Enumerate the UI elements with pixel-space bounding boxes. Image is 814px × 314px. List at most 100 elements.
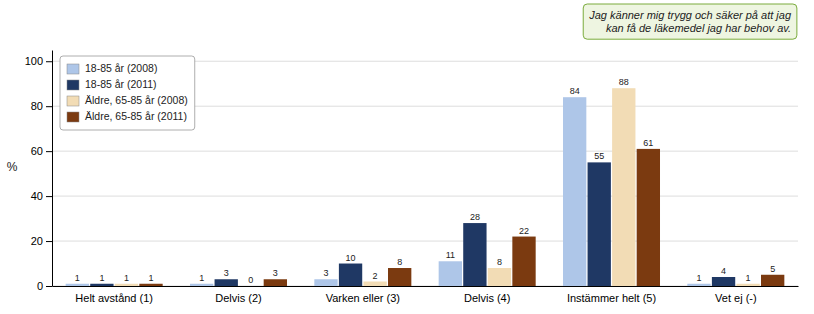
- grid-line: [52, 286, 798, 287]
- bar: [588, 162, 611, 286]
- data-label: 55: [594, 151, 604, 161]
- y-tick: 40: [31, 190, 52, 202]
- x-tick: Helt avstånd (1): [75, 292, 153, 304]
- grid-line: [52, 196, 798, 197]
- x-tick-label: Instämmer helt (5): [567, 292, 656, 304]
- y-axis: 0 20 40 60 80 100: [25, 51, 53, 293]
- bar-series: [115, 88, 760, 286]
- data-label: 61: [643, 138, 653, 148]
- y-tick-label: 20: [31, 235, 43, 247]
- x-tick-label: Vet ej (-): [715, 292, 757, 304]
- legend-swatch: [67, 64, 79, 74]
- y-tick-label: 100: [25, 55, 43, 67]
- y-tick-label: 60: [31, 145, 43, 157]
- legend-frame: [60, 56, 195, 130]
- annotation-line: kan få de läkemedel jag har behov av.: [606, 22, 791, 34]
- x-tick: Varken eller (3): [326, 292, 400, 304]
- legend-swatch: [67, 80, 79, 90]
- data-label: 4: [721, 266, 726, 276]
- bars: [66, 88, 785, 286]
- data-label: 8: [397, 257, 402, 267]
- bar: [463, 223, 486, 286]
- legend-swatch: [67, 96, 79, 106]
- bar: [736, 284, 759, 286]
- x-tick: Delvis (2): [215, 292, 261, 304]
- annotation-text: Jag känner mig trygg och säker på att ja…: [588, 9, 792, 34]
- chart: 1131184113102855410288811382261502040608…: [0, 0, 814, 314]
- annotation: Jag känner mig trygg och säker på att ja…: [583, 4, 797, 39]
- bar: [363, 282, 386, 286]
- legend-item: Äldre, 65-85 år (2011): [67, 110, 187, 122]
- bar: [687, 284, 710, 286]
- bar: [239, 286, 262, 287]
- bar: [712, 277, 735, 286]
- data-label: 1: [99, 273, 104, 283]
- bar: [115, 284, 138, 286]
- y-tick: 80: [31, 100, 52, 112]
- annotation-box: [583, 4, 797, 39]
- data-label: 5: [770, 264, 775, 274]
- legend-label: 18-85 år (2011): [85, 78, 157, 90]
- legend-swatch: [67, 112, 79, 122]
- bar: [512, 237, 535, 286]
- data-label: 1: [696, 273, 701, 283]
- y-tick: 60: [31, 145, 52, 157]
- x-tick-label: Varken eller (3): [326, 292, 400, 304]
- y-tick-label: 0: [37, 280, 43, 292]
- y-tick: 20: [31, 235, 52, 247]
- y-axis-title: %: [7, 160, 18, 174]
- y-axis-line: [52, 51, 53, 287]
- bar: [66, 284, 89, 286]
- data-label: 22: [519, 226, 529, 236]
- data-label: 1: [75, 273, 80, 283]
- y-tick-mark: [46, 241, 52, 242]
- y-tick: 100: [25, 55, 52, 67]
- bar: [439, 261, 462, 286]
- data-label: 84: [570, 86, 580, 96]
- data-label: 0: [248, 275, 253, 285]
- bar: [314, 279, 337, 286]
- x-tick: Vet ej (-): [715, 292, 757, 304]
- legend: 18-85 år (2008) 18-85 år (2011) Äldre, 65-…: [60, 56, 195, 130]
- data-label: 1: [199, 273, 204, 283]
- x-axis-line: [53, 286, 799, 287]
- data-label: 3: [323, 268, 328, 278]
- y-tick-mark: [46, 106, 52, 107]
- bar: [215, 279, 238, 286]
- y-tick-mark: [46, 196, 52, 197]
- y-tick-mark: [46, 151, 52, 152]
- y-tick-label: 40: [31, 190, 43, 202]
- bar: [612, 88, 635, 286]
- legend-item: 18-85 år (2011): [67, 78, 157, 90]
- grid-line: [52, 151, 798, 152]
- bar: [90, 284, 113, 286]
- data-label: 3: [224, 268, 229, 278]
- data-label: 1: [124, 273, 129, 283]
- y-tick-mark: [46, 286, 52, 287]
- grid-line: [52, 241, 798, 242]
- y-tick-mark: [46, 61, 52, 62]
- bar: [637, 149, 660, 286]
- y-tick: 0: [37, 280, 52, 292]
- legend-item: Äldre, 65-85 år (2008): [67, 94, 188, 106]
- bar: [388, 268, 411, 286]
- data-label: 2: [373, 271, 378, 281]
- data-label: 88: [619, 77, 629, 87]
- bar: [190, 284, 213, 286]
- x-tick: Delvis (4): [464, 292, 510, 304]
- x-tick-label: Delvis (2): [215, 292, 261, 304]
- bar: [339, 264, 362, 286]
- bar: [139, 284, 162, 286]
- legend-label: Äldre, 65-85 år (2011): [85, 110, 187, 122]
- x-tick: Instämmer helt (5): [567, 292, 656, 304]
- annotation-line: Jag känner mig trygg och säker på att ja…: [588, 9, 792, 21]
- bar: [264, 279, 287, 286]
- data-label: 1: [746, 273, 751, 283]
- data-label: 28: [470, 212, 480, 222]
- legend-label: 18-85 år (2008): [85, 62, 157, 74]
- y-tick-label: 80: [31, 100, 43, 112]
- data-label: 11: [446, 250, 455, 260]
- data-label: 3: [273, 268, 278, 278]
- grid: [52, 61, 798, 286]
- data-label: 8: [497, 257, 502, 267]
